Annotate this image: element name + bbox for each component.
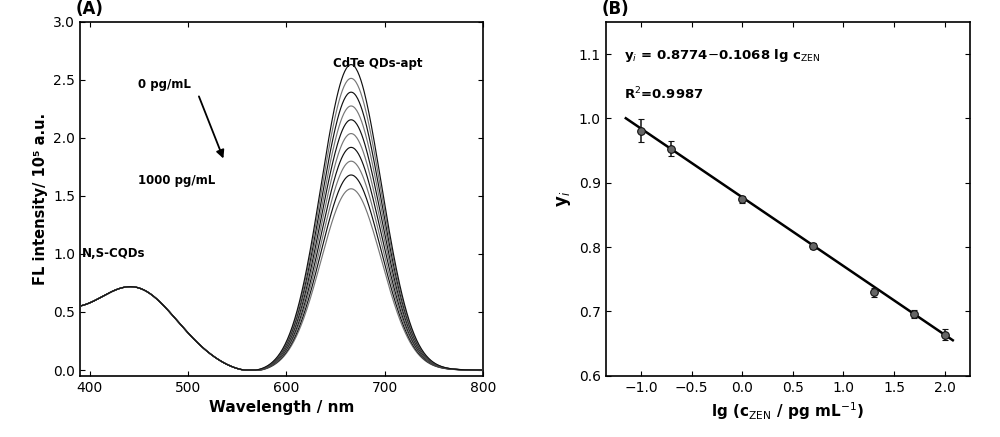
Text: (B): (B) [602, 0, 630, 18]
Text: 0 pg/mL: 0 pg/mL [138, 78, 191, 91]
Text: CdTe QDs-apt: CdTe QDs-apt [333, 57, 423, 70]
X-axis label: Wavelength / nm: Wavelength / nm [209, 400, 354, 415]
X-axis label: lg (c$_{\mathrm{ZEN}}$ / pg mL$^{-1}$): lg (c$_{\mathrm{ZEN}}$ / pg mL$^{-1}$) [711, 400, 864, 422]
Y-axis label: FL intensity/ 10⁵ a.u.: FL intensity/ 10⁵ a.u. [33, 113, 48, 285]
Text: R$^2$=0.9987: R$^2$=0.9987 [624, 86, 703, 103]
Text: y$_i$ = 0.8774$-$0.1068 lg c$_{\mathrm{ZEN}}$: y$_i$ = 0.8774$-$0.1068 lg c$_{\mathrm{Z… [624, 47, 821, 64]
Text: N,S-CQDs: N,S-CQDs [82, 247, 145, 260]
Text: (A): (A) [76, 0, 104, 18]
Y-axis label: y$_i$: y$_i$ [555, 191, 573, 207]
Text: 1000 pg/mL: 1000 pg/mL [138, 174, 215, 187]
